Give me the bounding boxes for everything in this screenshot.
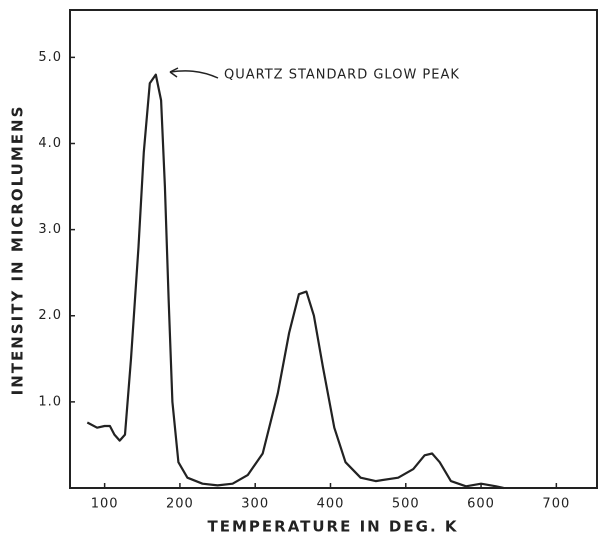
y-tick-label: 1.0 <box>38 394 62 409</box>
annotation: QUARTZ STANDARD GLOW PEAK <box>224 68 460 83</box>
x-tick-label: 100 <box>91 497 119 512</box>
x-tick-label: 200 <box>166 497 194 512</box>
data-line <box>86 73 504 490</box>
y-tick-label: 2.0 <box>38 308 62 323</box>
y-tick-label: 4.0 <box>38 136 62 151</box>
x-tick-label: 600 <box>467 497 495 512</box>
x-tick-label: 300 <box>241 497 269 512</box>
x-axis-title: TEMPERATURE IN DEG. K <box>208 518 459 536</box>
y-tick-label: 3.0 <box>38 222 62 237</box>
y-axis-title: INTENSITY IN MICROLUMENS <box>9 105 27 396</box>
annotation-arrow <box>169 70 219 79</box>
arrow-head <box>169 67 179 78</box>
x-tick-label: 700 <box>542 497 570 512</box>
plot-frame <box>69 9 598 489</box>
y-tick-label: 5.0 <box>38 50 62 65</box>
x-tick-label: 400 <box>317 497 345 512</box>
x-tick-label: 500 <box>392 497 420 512</box>
